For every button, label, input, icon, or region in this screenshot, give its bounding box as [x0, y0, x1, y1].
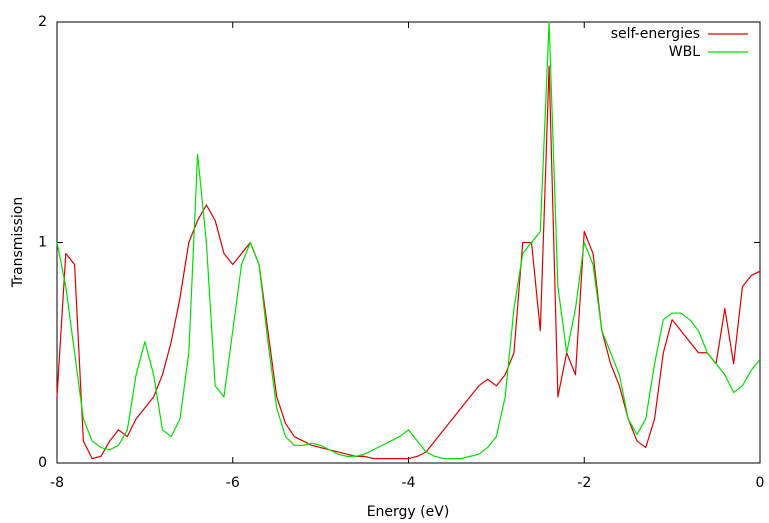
plot-border — [56, 21, 761, 464]
x-tick-label: -8 — [50, 475, 64, 491]
x-tick-label: -6 — [226, 475, 240, 491]
legend-label: self-energies — [611, 26, 700, 42]
x-tick-label: 0 — [756, 475, 765, 491]
y-tick-label: 2 — [38, 14, 47, 30]
y-axis-label: Transmission — [10, 197, 26, 288]
x-tick-label: -2 — [577, 475, 591, 491]
x-tick-label: -4 — [402, 475, 416, 491]
series-line — [56, 65, 761, 460]
y-tick-label: 1 — [38, 235, 47, 251]
series-line — [56, 21, 761, 460]
y-tick-label: 0 — [38, 455, 47, 471]
legend-label: WBL — [669, 44, 700, 60]
x-axis-label: Energy (eV) — [367, 504, 450, 520]
